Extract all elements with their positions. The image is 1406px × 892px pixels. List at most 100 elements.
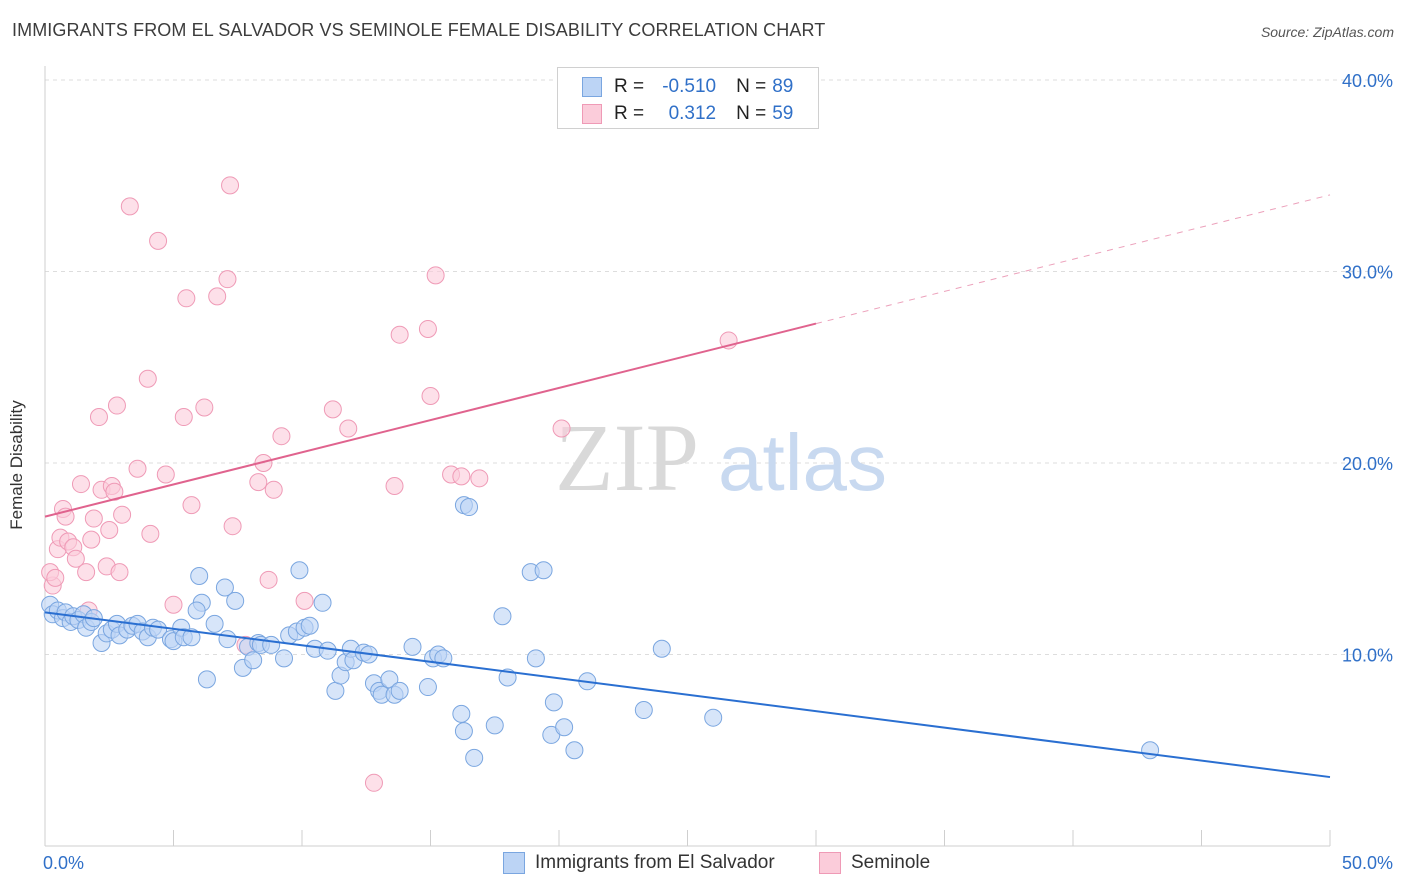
data-point-seminole	[421, 386, 440, 405]
data-point-el-salvador	[465, 748, 484, 767]
data-point-seminole	[218, 270, 237, 289]
data-point-seminole	[113, 505, 132, 524]
series-legend: Immigrants from El Salvador Seminole	[0, 852, 1406, 876]
trend-line-seminole-extension	[815, 194, 1331, 325]
data-point-seminole	[259, 570, 278, 589]
data-point-seminole	[71, 475, 90, 494]
data-point-el-salvador	[187, 601, 206, 620]
data-point-seminole	[128, 459, 147, 478]
watermark-atlas: atlas	[718, 418, 887, 507]
x-tick-label: 50.0%	[1342, 853, 1393, 873]
data-point-seminole	[174, 408, 193, 427]
data-point-el-salvador	[326, 681, 345, 700]
data-point-seminole	[254, 454, 273, 472]
data-point-el-salvador	[534, 561, 553, 580]
legend-swatch-pink	[819, 852, 841, 874]
el-salvador-points	[41, 496, 1160, 767]
data-point-seminole	[182, 496, 201, 515]
data-point-seminole	[120, 197, 139, 216]
legend-item-seminole[interactable]: Seminole	[819, 852, 930, 874]
data-point-seminole	[107, 396, 126, 415]
legend-row-el-salvador: R = -0.510 N = 89	[582, 75, 793, 99]
data-point-el-salvador	[390, 681, 409, 700]
legend-n-value: 59	[772, 103, 794, 124]
y-tick-label: 30.0%	[1342, 263, 1393, 283]
legend-r-label: R =	[614, 103, 645, 124]
data-point-el-salvador	[485, 716, 504, 735]
data-point-seminole	[223, 517, 242, 536]
watermark: ZIP atlas	[555, 404, 887, 511]
trend-line-el-salvador	[44, 611, 1331, 779]
data-point-seminole	[552, 419, 571, 438]
data-point-seminole	[141, 524, 160, 543]
data-point-el-salvador	[182, 628, 201, 647]
data-point-el-salvador	[318, 641, 337, 660]
data-point-el-salvador	[313, 593, 332, 612]
data-point-seminole	[426, 266, 445, 285]
data-point-el-salvador	[565, 741, 584, 760]
axes	[44, 66, 1331, 847]
data-point-el-salvador	[452, 704, 471, 723]
data-point-seminole	[164, 595, 183, 614]
data-point-seminole	[452, 467, 471, 486]
data-point-el-salvador	[275, 649, 294, 668]
y-tick-label: 20.0%	[1342, 454, 1393, 474]
legend-label: Immigrants from El Salvador	[535, 852, 775, 873]
data-point-seminole	[208, 287, 227, 306]
data-point-el-salvador	[197, 670, 216, 689]
watermark-zip: ZIP	[555, 404, 699, 511]
legend-r-value: -0.510	[662, 76, 717, 97]
legend-swatch-blue	[503, 852, 525, 874]
legend-row-seminole: R = 0.312 N = 59	[582, 102, 793, 126]
data-point-el-salvador	[300, 616, 319, 635]
data-point-seminole	[100, 521, 119, 540]
data-point-seminole	[470, 469, 489, 488]
data-point-el-salvador	[454, 722, 473, 741]
data-point-el-salvador	[460, 498, 479, 517]
data-point-seminole	[89, 408, 108, 427]
grid-lines	[45, 79, 1392, 655]
data-point-el-salvador	[493, 607, 512, 626]
data-point-seminole	[138, 369, 157, 388]
data-point-seminole	[195, 398, 214, 417]
data-point-el-salvador	[652, 639, 671, 658]
data-point-seminole	[385, 476, 404, 495]
data-point-seminole	[156, 465, 175, 484]
data-point-el-salvador	[215, 578, 234, 597]
data-point-seminole	[295, 591, 314, 610]
data-point-el-salvador	[226, 591, 245, 610]
data-point-el-salvador	[403, 637, 422, 656]
data-point-el-salvador	[190, 566, 209, 585]
tick-labels: 10.0% 20.0% 30.0% 40.0% 0.0% 50.0%	[43, 71, 1393, 873]
data-point-el-salvador	[244, 651, 263, 670]
data-point-seminole	[418, 319, 437, 338]
x-tick-label: 0.0%	[43, 853, 84, 873]
data-point-el-salvador	[634, 701, 653, 720]
legend-n-label: N =	[736, 76, 767, 97]
legend-label: Seminole	[851, 852, 931, 873]
y-axis-label: Female Disability	[7, 400, 26, 530]
data-point-el-salvador	[1141, 741, 1160, 760]
y-tick-label: 10.0%	[1342, 646, 1393, 666]
stats-legend: R = -0.510 N = 89 R = 0.312 N = 59	[557, 67, 819, 129]
data-point-seminole	[264, 480, 283, 499]
source-label: Source: ZipAtlas.com	[1260, 24, 1394, 40]
data-point-seminole	[390, 325, 409, 344]
data-point-el-salvador	[418, 678, 437, 697]
data-point-seminole	[46, 568, 65, 587]
legend-n-label: N =	[736, 103, 767, 124]
legend-r-value: 0.312	[668, 103, 717, 124]
data-point-seminole	[66, 549, 85, 568]
data-point-seminole	[84, 509, 103, 528]
chart-title: IMMIGRANTS FROM EL SALVADOR VS SEMINOLE …	[12, 20, 826, 40]
legend-swatch-pink	[582, 104, 602, 124]
data-point-seminole	[221, 176, 240, 195]
legend-item-el-salvador[interactable]: Immigrants from El Salvador	[503, 852, 775, 874]
data-point-seminole	[177, 289, 196, 308]
y-tick-label: 40.0%	[1342, 71, 1393, 91]
trend-line-seminole	[44, 322, 817, 518]
trend-lines	[44, 194, 1331, 779]
legend-n-value: 89	[772, 76, 794, 97]
data-point-seminole	[323, 400, 342, 419]
